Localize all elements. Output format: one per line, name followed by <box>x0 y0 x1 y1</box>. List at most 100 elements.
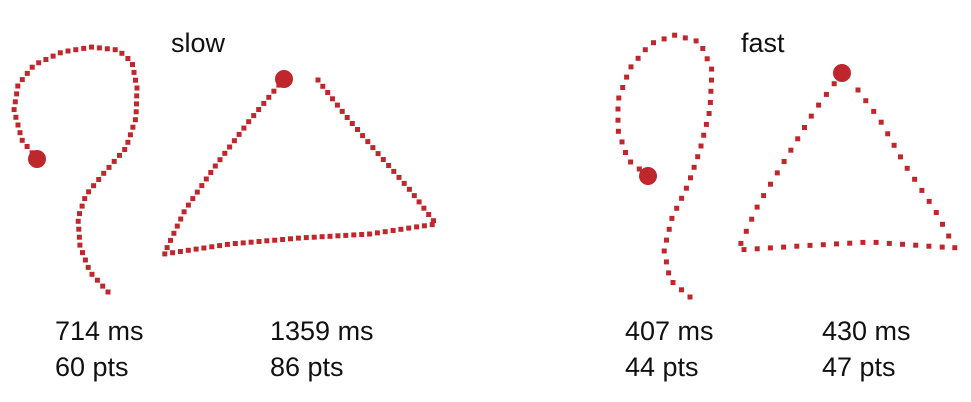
sample-point <box>367 231 373 237</box>
sample-point <box>29 64 35 70</box>
sample-point <box>264 238 270 244</box>
sample-point <box>272 237 278 243</box>
stroke-start-dot <box>639 167 657 185</box>
sample-point <box>816 102 822 108</box>
sample-point <box>855 87 861 93</box>
sample-point <box>359 232 365 237</box>
sample-point <box>134 101 139 107</box>
sample-point <box>374 230 380 236</box>
slow-question-duration: 714 ms <box>55 316 144 346</box>
fast-question-duration: 407 ms <box>625 316 714 346</box>
sample-point <box>125 139 131 145</box>
sample-point <box>315 77 321 83</box>
sample-point <box>709 66 715 72</box>
sample-point <box>421 223 427 229</box>
sample-point <box>212 163 218 169</box>
sample-point <box>91 183 97 189</box>
sample-point <box>429 222 435 228</box>
stroke-start-dot <box>275 70 293 88</box>
sample-point <box>256 239 262 244</box>
sample-point <box>912 176 918 182</box>
sample-point <box>19 137 25 143</box>
sample-point <box>217 243 223 249</box>
sample-point <box>266 94 272 100</box>
sample-point <box>261 100 267 106</box>
sample-point <box>89 44 94 50</box>
fast-question-points: 44 pts <box>625 352 699 382</box>
sample-point <box>708 88 714 94</box>
sample-point <box>231 138 237 144</box>
sample-point <box>952 245 958 251</box>
sample-point <box>280 237 286 242</box>
sample-point <box>201 245 207 251</box>
sample-point <box>380 157 386 162</box>
sample-point <box>251 113 257 119</box>
sample-point <box>112 47 118 53</box>
sample-point <box>701 132 707 138</box>
sample-point <box>939 244 945 250</box>
sample-point <box>619 139 625 145</box>
sample-point <box>666 226 672 232</box>
sample-point <box>311 234 317 240</box>
sample-point <box>81 45 87 51</box>
sample-point <box>820 242 826 248</box>
sample-point <box>687 294 693 300</box>
sample-point <box>672 32 678 38</box>
sample-point <box>933 210 939 215</box>
sample-point <box>181 209 187 215</box>
sample-point <box>73 47 79 53</box>
sample-point <box>693 38 699 44</box>
slow-triangle-points: 86 pts <box>270 352 344 382</box>
sample-point <box>679 195 685 201</box>
sample-point <box>106 164 112 170</box>
sample-point <box>688 175 693 181</box>
sample-point <box>13 114 19 120</box>
sample-point <box>615 117 621 123</box>
sample-point <box>382 229 388 235</box>
sample-point <box>224 241 230 247</box>
sample-point <box>236 131 242 137</box>
sample-point <box>781 244 787 250</box>
sample-point <box>642 47 648 53</box>
sample-point <box>426 212 432 217</box>
sample-point <box>795 136 801 142</box>
sample-point <box>80 250 85 256</box>
sample-point <box>271 88 277 94</box>
sample-point <box>119 50 125 56</box>
sample-point <box>781 159 787 164</box>
slow-triangle-duration: 1359 ms <box>270 316 374 346</box>
sample-point <box>130 62 135 67</box>
sample-point <box>871 108 877 114</box>
sample-point <box>199 183 205 189</box>
sample-point <box>698 143 704 149</box>
sample-point <box>620 85 626 90</box>
sample-point <box>105 289 111 295</box>
sample-point <box>885 131 891 137</box>
sample-point <box>666 270 672 276</box>
sample-point <box>101 170 107 176</box>
sample-point <box>398 226 404 232</box>
sample-point <box>615 106 621 112</box>
stroke-start-dot <box>28 150 46 168</box>
sample-point <box>339 108 345 114</box>
sample-point <box>334 102 340 108</box>
sample-point <box>351 232 357 238</box>
sample-point <box>194 189 200 195</box>
sample-point <box>940 221 945 227</box>
sample-point <box>738 240 744 246</box>
sample-point <box>133 77 138 83</box>
sample-point <box>386 163 392 168</box>
sample-point <box>330 96 335 102</box>
fast-question-mark-stroke <box>615 32 715 300</box>
sample-point <box>77 242 83 248</box>
sample-point <box>171 230 177 236</box>
sample-point <box>288 236 293 242</box>
sample-point <box>628 159 634 165</box>
sample-point <box>185 202 191 208</box>
sample-point <box>416 199 422 205</box>
sample-point <box>741 247 747 253</box>
sample-point <box>661 36 667 42</box>
sample-point <box>391 168 397 174</box>
sample-point <box>256 107 262 112</box>
